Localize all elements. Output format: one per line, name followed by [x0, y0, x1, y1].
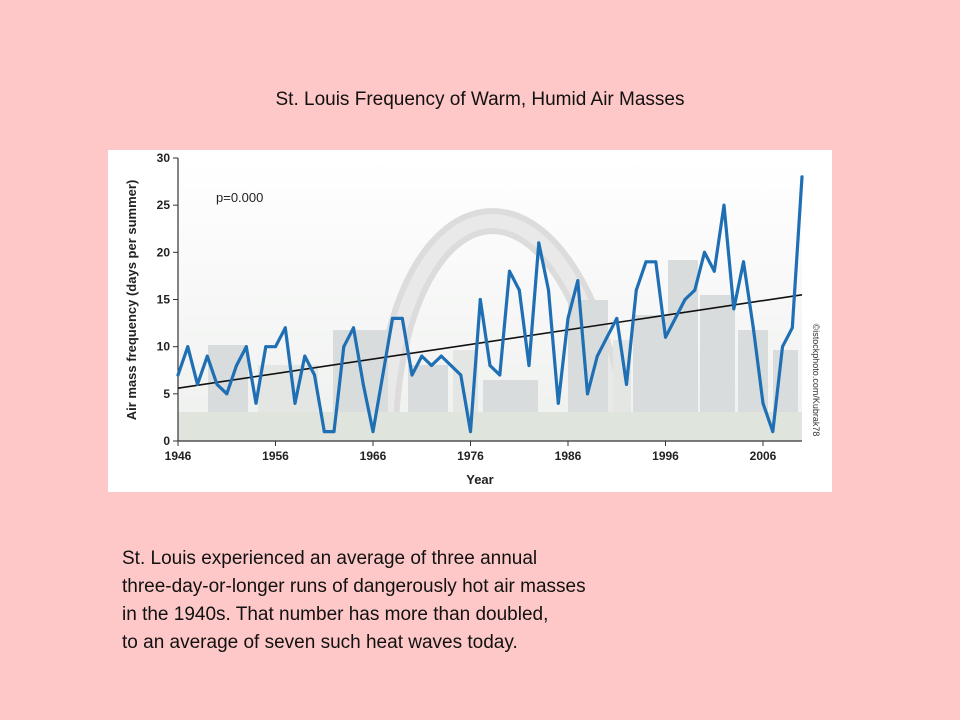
- data-point: [410, 373, 414, 377]
- data-point: [469, 430, 472, 434]
- x-tick-label: 2006: [750, 449, 777, 463]
- caption: St. Louis experienced an average of thre…: [122, 545, 822, 657]
- x-tick-label: 1956: [262, 449, 289, 463]
- data-point: [751, 326, 755, 330]
- y-axis-title: Air mass frequency (days per summer): [124, 180, 139, 421]
- data-point: [703, 250, 706, 254]
- x-tick-label: 1966: [360, 449, 387, 463]
- x-axis-ticks: 1946 1956 1966 1976 1986 1996 2006: [165, 441, 777, 463]
- data-point: [771, 430, 775, 434]
- data-point: [693, 288, 697, 292]
- data-point: [439, 354, 443, 358]
- data-point: [615, 316, 619, 320]
- series-group: [176, 175, 804, 434]
- data-point: [781, 345, 784, 349]
- data-point: [800, 175, 804, 179]
- data-point: [352, 326, 355, 330]
- data-point: [586, 392, 589, 396]
- data-point: [332, 430, 336, 434]
- y-axis-ticks: 0 5 10 15 20 25 30: [157, 151, 178, 448]
- data-point: [673, 316, 677, 320]
- data-point: [254, 401, 258, 405]
- x-tick-label: 1986: [555, 449, 582, 463]
- data-point: [625, 382, 628, 386]
- caption-line: St. Louis experienced an average of thre…: [122, 548, 538, 569]
- chart-panel: 0 5 10 15 20 25 30 1946 1956 1966 1976 1986 1996 200…: [108, 150, 832, 492]
- data-point: [566, 316, 570, 320]
- data-point: [215, 382, 219, 386]
- data-point: [498, 373, 502, 377]
- x-tick-label: 1996: [652, 449, 679, 463]
- data-point: [517, 288, 521, 292]
- data-point: [430, 364, 433, 368]
- data-point: [732, 307, 736, 311]
- caption-line: to an average of seven such heat waves t…: [122, 632, 518, 653]
- data-point: [303, 354, 307, 358]
- data-point: [664, 335, 667, 339]
- data-point: [556, 401, 560, 405]
- data-point: [235, 364, 238, 368]
- data-point: [244, 345, 248, 349]
- p-value-annotation: p=0.000: [216, 190, 263, 205]
- y-tick-label: 0: [163, 434, 170, 448]
- data-point: [322, 430, 326, 434]
- data-point: [634, 288, 638, 292]
- caption-line: in the 1940s. That number has more than …: [122, 604, 549, 625]
- data-point: [547, 288, 550, 292]
- data-point: [508, 269, 511, 273]
- data-point: [420, 354, 424, 358]
- trend-line-group: [177, 293, 803, 389]
- data-point: [381, 373, 385, 377]
- y-tick-label: 20: [157, 245, 171, 259]
- data-point: [400, 316, 404, 320]
- trend-line: [177, 293, 803, 389]
- y-tick-label: 15: [157, 293, 171, 307]
- y-tick-label: 30: [157, 151, 171, 165]
- data-point: [274, 345, 277, 349]
- data-point: [595, 354, 599, 358]
- data-point: [449, 364, 453, 368]
- data-point: [537, 241, 541, 245]
- data-point: [391, 316, 394, 320]
- data-point: [293, 401, 297, 405]
- data-point: [683, 298, 687, 301]
- data-point: [722, 203, 726, 207]
- data-point: [712, 269, 716, 273]
- x-axis-title: Year: [466, 472, 493, 487]
- data-point: [205, 354, 209, 358]
- data-point: [605, 335, 609, 339]
- slide-title: St. Louis Frequency of Warm, Humid Air M…: [275, 89, 685, 110]
- y-tick-label: 25: [157, 198, 171, 212]
- data-point: [654, 260, 658, 264]
- data-point: [371, 430, 375, 434]
- data-point: [761, 401, 765, 405]
- data-point: [361, 382, 365, 386]
- data-point: [283, 326, 287, 330]
- y-tick-label: 10: [157, 340, 171, 354]
- data-point: [742, 260, 745, 264]
- photo-credit: ©istockphoto.com/Kubrak78: [811, 324, 821, 437]
- data-point: [176, 373, 180, 377]
- data-point: [459, 373, 463, 377]
- x-tick-label: 1976: [457, 449, 484, 463]
- data-point: [478, 298, 482, 301]
- y-tick-label: 5: [163, 387, 170, 401]
- x-tick-label: 1946: [165, 449, 192, 463]
- data-point: [196, 382, 199, 386]
- data-point: [576, 279, 580, 283]
- caption-line: three-day-or-longer runs of dangerously …: [122, 576, 586, 597]
- data-point: [264, 345, 268, 349]
- data-point: [644, 260, 648, 264]
- skyline-backdrop: [178, 158, 802, 441]
- data-point: [186, 345, 190, 349]
- data-point: [313, 373, 316, 377]
- line-chart: 0 5 10 15 20 25 30 1946 1956 1966 1976 1986 1996 200…: [124, 151, 821, 487]
- data-point: [342, 345, 346, 349]
- data-point: [488, 364, 492, 368]
- data-point: [790, 326, 794, 330]
- data-point: [225, 392, 229, 396]
- data-point: [527, 364, 531, 368]
